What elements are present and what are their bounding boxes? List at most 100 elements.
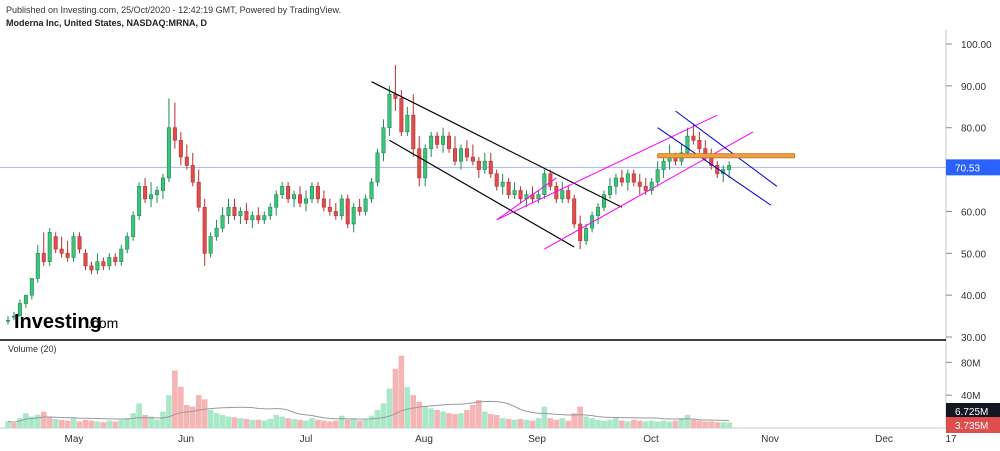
volume-bar [470,405,476,428]
volume-bar [255,419,262,428]
volume-bar [154,419,160,428]
candle [417,136,422,187]
volume-ma-line [7,400,730,423]
channel-magenta-upper [496,114,718,221]
volume-bar [535,418,542,428]
candle-body [691,135,696,141]
volume-bar [58,419,65,428]
candle-body [256,215,261,221]
price-tick-label: 100.00 [961,40,992,51]
volume-bar [648,420,655,428]
candle [566,186,571,204]
volume-bar [237,418,244,428]
channel-magenta-lower [544,131,754,250]
candle [351,203,356,233]
candle [220,207,225,233]
volume-bar [619,420,625,428]
candle [23,294,28,308]
volume-bar [344,419,351,428]
volume-bar [70,418,77,428]
candle [89,261,94,275]
candle [250,211,255,229]
candle-body [452,148,457,162]
volume-bar [583,416,589,428]
candle [357,198,362,216]
candle-body [17,303,22,317]
volume-bar [184,405,190,428]
candle-body [143,186,148,200]
volume-bar [601,420,607,428]
candle [441,127,446,153]
candle [160,173,165,199]
volume-bar [416,401,423,428]
candle-body [560,190,565,200]
volume-bar [291,418,297,428]
candle-body [345,198,350,225]
month-label: May [65,434,84,445]
month-label: Jun [178,434,194,445]
candle-body [41,252,46,262]
candle-body [53,236,58,250]
candle-body [566,190,571,200]
candle [256,207,261,224]
candle [113,253,118,266]
volume-bar [172,370,178,428]
candle-body [214,227,219,237]
month-label: Oct [643,434,659,445]
channel-blue-lower [657,127,772,206]
volume-bar [303,420,309,428]
candle-body [250,215,255,221]
candle [476,157,481,178]
volume-bar [553,419,560,428]
candle [286,182,291,204]
candle-body [113,257,118,262]
candle [697,131,702,153]
candle [53,232,58,254]
candle-body [512,190,517,195]
candle-body [423,148,428,179]
volume-bar [487,414,494,428]
candle [178,131,183,166]
candle-body [601,194,606,208]
candle [339,194,344,220]
candle [393,64,398,111]
channel-magenta-mid [496,177,557,221]
candle-body [625,173,630,183]
candle [274,190,279,216]
channel-black-upper [371,81,623,208]
candle-body [470,156,475,162]
candle-body [137,186,142,216]
candle-body [441,135,446,145]
candle [6,316,11,325]
volume-bar [690,419,697,428]
volume-bar [613,418,619,428]
candle-body [542,173,547,195]
candle [470,144,475,166]
candle [518,186,523,204]
candle-body [220,215,225,229]
volume-bar [118,419,125,428]
volume-bar [726,422,732,428]
candle-body [303,198,308,204]
candle-body [631,173,636,183]
volume-bar [392,368,399,428]
candle-body [125,236,130,250]
month-label: Nov [761,434,779,445]
candle [601,190,606,212]
candle-body [578,223,583,242]
candle-body [494,173,499,187]
candle [166,98,171,183]
candle-body [149,194,154,200]
volume-bar [94,421,101,428]
candle [47,228,52,266]
volume-bar [642,421,649,428]
volume-bar [672,420,679,428]
volume-bar [374,409,381,428]
candle [607,177,612,199]
candle-body [71,236,76,258]
candle [661,157,666,178]
candle [65,240,70,262]
candle-body [447,135,452,149]
candle-body [11,315,16,318]
